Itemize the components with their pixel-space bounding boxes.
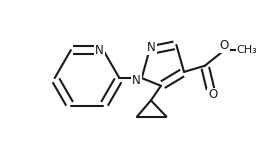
Text: CH₃: CH₃	[237, 45, 258, 55]
Text: O: O	[208, 88, 217, 102]
Text: O: O	[219, 39, 229, 52]
Text: N: N	[95, 44, 104, 57]
Text: N: N	[132, 74, 141, 87]
Text: N: N	[147, 41, 156, 54]
